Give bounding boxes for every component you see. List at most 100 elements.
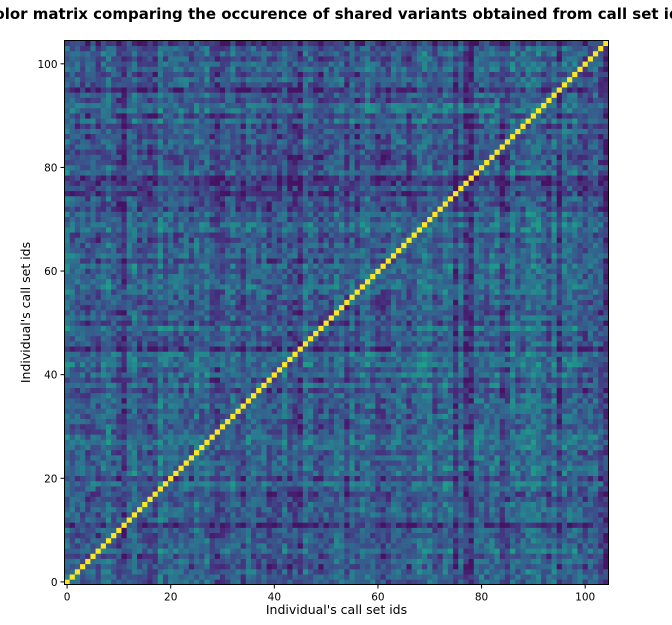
heatmap-cell	[546, 543, 552, 549]
heatmap-cell	[105, 563, 112, 570]
heatmap-cell	[95, 574, 102, 580]
heatmap-cell	[535, 439, 542, 445]
heatmap-cell	[85, 340, 91, 347]
heatmap-cell	[551, 387, 558, 394]
heatmap-cell	[592, 465, 599, 471]
heatmap-cell	[183, 543, 190, 549]
heatmap-cell	[230, 511, 236, 518]
heatmap-cell	[520, 511, 526, 518]
heatmap-cell	[484, 501, 490, 508]
heatmap-cell	[504, 480, 511, 487]
heatmap-cell	[178, 423, 185, 430]
heatmap-cell	[271, 361, 278, 368]
heatmap-cell	[468, 382, 475, 388]
heatmap-cell	[147, 444, 153, 451]
heatmap-cell	[561, 527, 568, 534]
heatmap-cell	[375, 444, 381, 451]
heatmap-cell	[276, 413, 283, 420]
heatmap-cell	[349, 465, 355, 471]
heatmap-diagonal-cell	[116, 527, 122, 534]
heatmap-cell	[344, 444, 350, 451]
heatmap-cell	[442, 553, 449, 559]
heatmap-cell	[587, 397, 594, 404]
heatmap-cell	[152, 574, 159, 580]
heatmap-cell	[375, 527, 381, 534]
heatmap-cell	[297, 460, 304, 466]
heatmap-cell	[162, 361, 169, 368]
heatmap-cell	[603, 470, 609, 477]
heatmap-cell	[561, 351, 568, 357]
heatmap-cell	[587, 429, 594, 435]
heatmap-cell	[333, 501, 340, 508]
heatmap-cell	[463, 532, 469, 539]
heatmap-cell	[74, 408, 81, 414]
heatmap-cell	[582, 491, 589, 497]
heatmap-cell	[142, 532, 148, 539]
heatmap-cell	[183, 501, 190, 508]
heatmap-cell	[598, 346, 604, 352]
heatmap-cell	[359, 377, 366, 383]
heatmap-cell	[525, 397, 532, 404]
heatmap-cell	[308, 496, 314, 502]
heatmap-cell	[556, 501, 563, 508]
heatmap-cell	[572, 579, 578, 585]
heatmap-cell	[302, 543, 309, 549]
heatmap-cell	[541, 449, 547, 456]
heatmap-cell	[121, 579, 128, 585]
heatmap-cell	[142, 346, 148, 352]
heatmap-cell	[64, 460, 71, 466]
heatmap-cell	[364, 454, 371, 461]
heatmap-cell	[308, 413, 314, 420]
heatmap-cell	[535, 449, 542, 456]
heatmap-cell	[406, 346, 412, 352]
heatmap-cell	[473, 351, 480, 357]
heatmap-cell	[572, 460, 578, 466]
heatmap-cell	[515, 511, 521, 518]
heatmap-cell	[313, 558, 319, 565]
heatmap-cell	[157, 496, 164, 502]
heatmap-cell	[121, 449, 128, 456]
heatmap-cell	[421, 465, 428, 471]
heatmap-cell	[323, 543, 330, 549]
heatmap-cell	[126, 397, 133, 404]
heatmap-cell	[339, 408, 345, 414]
heatmap-cell	[525, 382, 532, 388]
heatmap-cell	[142, 429, 148, 435]
heatmap-cell	[344, 506, 350, 513]
heatmap-cell	[308, 351, 314, 357]
heatmap-cell	[100, 454, 107, 461]
heatmap-cell	[401, 568, 407, 575]
heatmap-cell	[126, 553, 133, 559]
heatmap-cell	[199, 340, 205, 347]
heatmap-cell	[577, 429, 583, 435]
heatmap-cell	[235, 356, 242, 363]
heatmap-cell	[121, 351, 128, 357]
heatmap-cell	[556, 543, 563, 549]
heatmap-cell	[370, 429, 376, 435]
heatmap-cell	[406, 356, 412, 363]
heatmap-cell	[339, 387, 345, 394]
heatmap-cell	[515, 522, 521, 528]
heatmap-cell	[401, 454, 407, 461]
heatmap-cell	[530, 429, 537, 435]
heatmap-cell	[344, 366, 350, 373]
heatmap-cell	[442, 351, 449, 357]
heatmap-cell	[478, 527, 485, 534]
heatmap-cell	[556, 382, 563, 388]
heatmap-cell	[276, 527, 283, 534]
heatmap-cell	[344, 465, 350, 471]
heatmap-cell	[116, 408, 122, 414]
heatmap-cell	[126, 470, 133, 477]
heatmap-cell	[188, 506, 195, 513]
heatmap-cell	[287, 470, 293, 477]
heatmap-cell	[100, 496, 107, 502]
heatmap-cell	[561, 563, 568, 570]
heatmap-cell	[442, 361, 449, 368]
heatmap-cell	[261, 579, 267, 585]
heatmap-cell	[152, 444, 159, 451]
heatmap-cell	[499, 537, 506, 544]
heatmap-cell	[178, 553, 185, 559]
heatmap-cell	[525, 465, 532, 471]
heatmap-cell	[214, 449, 221, 456]
heatmap-cell	[162, 346, 169, 352]
